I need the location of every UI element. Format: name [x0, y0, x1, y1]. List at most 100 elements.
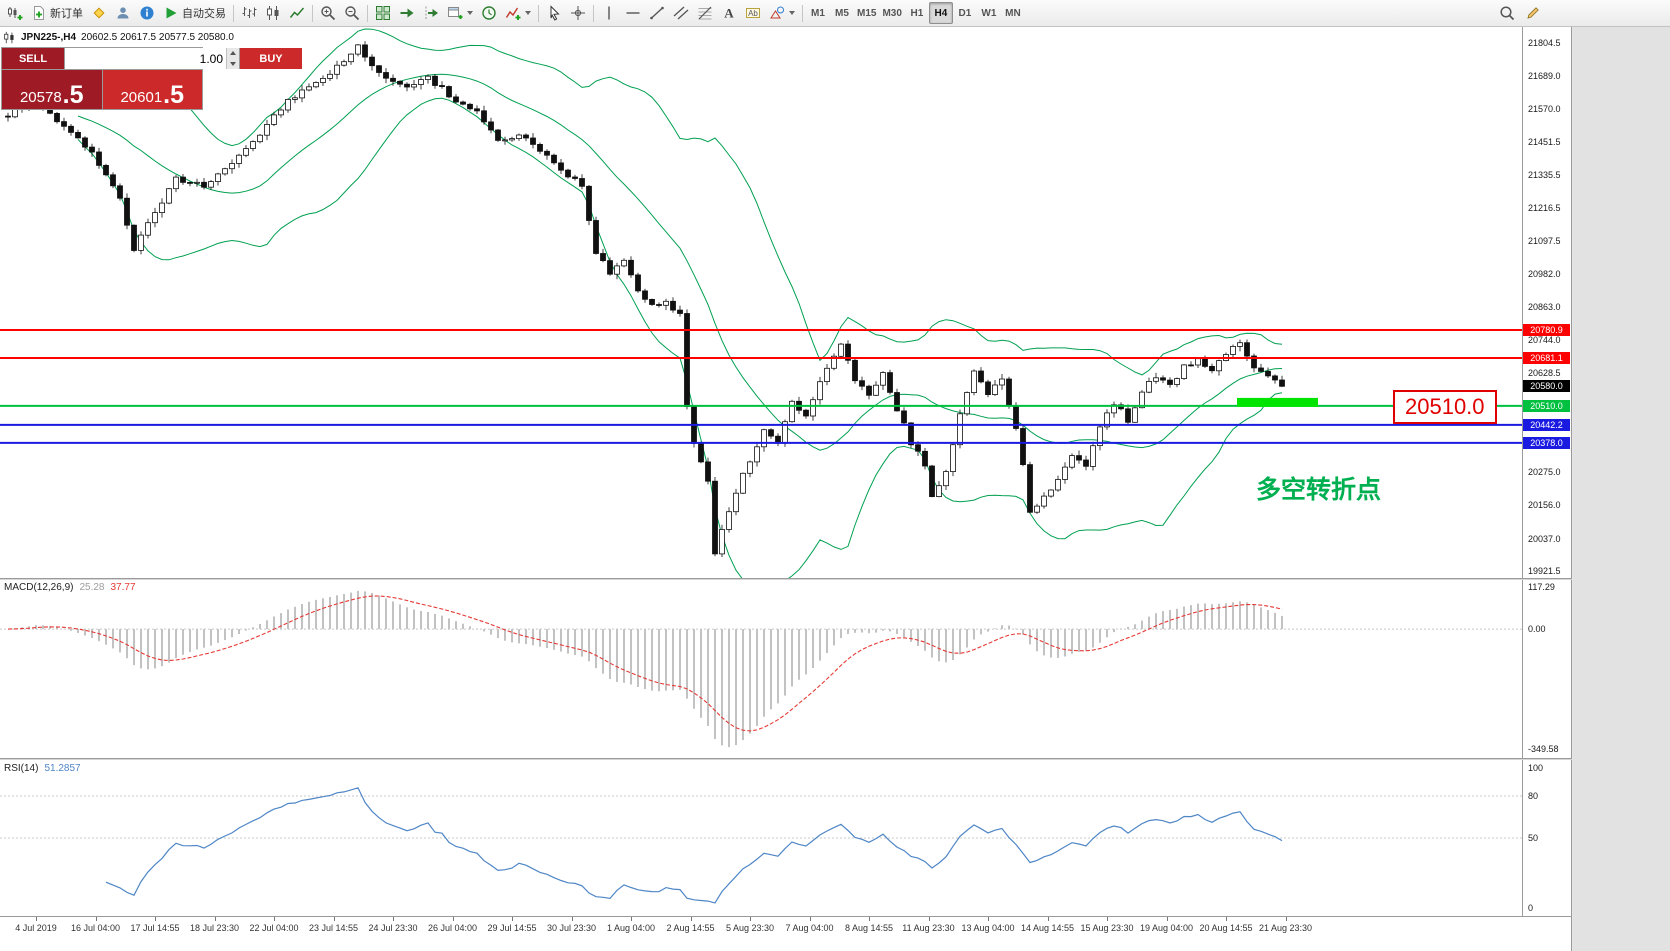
sell-button[interactable]: SELL: [2, 48, 64, 69]
timeframe-m30[interactable]: M30: [879, 2, 904, 24]
chart-window[interactable]: JPN225-,H4 20602.5 20617.5 20577.5 20580…: [0, 27, 1572, 951]
fibonacci-tool-button[interactable]: [693, 2, 717, 24]
time-tick-mark: [1047, 917, 1049, 921]
text-tool-button[interactable]: A: [717, 2, 741, 24]
timeframe-mn[interactable]: MN: [1001, 2, 1025, 24]
horizontal-level-lines[interactable]: [0, 329, 1522, 444]
timeframe-d1[interactable]: D1: [953, 2, 977, 24]
auto-scroll-button[interactable]: [395, 2, 419, 24]
buy-price-frac: .5: [163, 81, 185, 109]
timeframe-m15[interactable]: M15: [854, 2, 879, 24]
candles: [5, 41, 1285, 557]
bar-chart-mode-button[interactable]: [237, 2, 261, 24]
chart-shift-button[interactable]: [419, 2, 443, 24]
new-order-button[interactable]: 新订单: [27, 2, 87, 24]
pane-separator-macd[interactable]: [0, 578, 1572, 580]
time-tick-label: 14 Aug 14:55: [1020, 923, 1075, 933]
auto-trading-label: 自动交易: [182, 8, 226, 20]
text-label-icon: Ab: [745, 5, 761, 21]
fibonacci-icon: [697, 5, 713, 21]
rsi-axis-label: 80: [1528, 791, 1539, 801]
candles-icon: [265, 5, 281, 21]
time-tick-label: 15 Aug 23:30: [1080, 923, 1134, 933]
time-tick-mark: [95, 917, 97, 921]
level-price-label: 20442.2: [1523, 418, 1570, 431]
time-tick-mark: [1166, 917, 1168, 921]
time-tick-label: 11 Aug 23:30: [902, 923, 955, 933]
timeframe-m5[interactable]: M5: [830, 2, 854, 24]
macd-pane[interactable]: [0, 580, 1572, 758]
cursor-tool-button[interactable]: [542, 2, 566, 24]
timeframe-m1[interactable]: M1: [806, 2, 830, 24]
trendline-tool-button[interactable]: [645, 2, 669, 24]
metaquotes-button[interactable]: [87, 2, 111, 24]
svg-text:Ab: Ab: [748, 9, 758, 18]
volume-up-button[interactable]: [227, 48, 239, 59]
main-chart-pane[interactable]: [0, 27, 1572, 590]
line-chart-mode-button[interactable]: [285, 2, 309, 24]
tile-windows-button[interactable]: [371, 2, 395, 24]
info-button[interactable]: [135, 2, 159, 24]
rsi-axis-label: 50: [1528, 833, 1539, 843]
level-price-label: 20780.9: [1523, 324, 1570, 336]
current-price-label: 20580.0: [1523, 380, 1570, 393]
zoom-in-button[interactable]: [316, 2, 340, 24]
rsi-line: [105, 787, 1283, 904]
diamond-icon: [91, 5, 107, 21]
sell-price-frac: .5: [62, 81, 84, 109]
one-click-trading-panel: SELL BUY 20578.5 20601.5: [1, 47, 302, 110]
buy-price-button[interactable]: 20601.5: [102, 70, 202, 109]
time-tick-label: 21 Aug 23:30: [1258, 923, 1313, 933]
time-tick-mark: [1226, 917, 1227, 921]
trendline-icon: [649, 5, 665, 21]
edit-button[interactable]: [1521, 2, 1545, 24]
price-tick-label: 21804.5: [1528, 38, 1561, 49]
new-window-button[interactable]: [443, 2, 477, 24]
sell-price-int: 20578: [19, 89, 62, 106]
timeframe-h4[interactable]: H4: [928, 2, 953, 24]
volume-input[interactable]: [65, 48, 226, 69]
sell-price-button[interactable]: 20578.5: [2, 70, 102, 109]
pane-separator-rsi[interactable]: [0, 758, 1572, 760]
dropdown-caret-icon: [789, 11, 795, 15]
price-tick-label: 20275.0: [1528, 466, 1561, 477]
shapes-tool-button[interactable]: [765, 2, 799, 24]
symbol-label: JPN225-,H4: [21, 32, 77, 43]
price-axis[interactable]: 21804.5 21689.0 21570.0 21451.5 21335.5 21216…: [1522, 27, 1572, 916]
channel-tool-button[interactable]: [669, 2, 693, 24]
support-highlight-bar[interactable]: [1237, 397, 1318, 407]
new-chart-button[interactable]: [3, 2, 27, 24]
time-tick-label: 17 Jul 14:55: [130, 923, 180, 933]
volume-down-button[interactable]: [227, 58, 239, 69]
turning-point-label[interactable]: 多空转折点: [1256, 475, 1382, 504]
price-tick-label: 20863.0: [1528, 302, 1561, 312]
text-label-tool-button[interactable]: Ab: [741, 2, 765, 24]
auto-trading-button[interactable]: 自动交易: [159, 2, 230, 24]
chart-icon: [3, 31, 16, 44]
cursor-icon: [546, 5, 562, 21]
vline-icon: [601, 5, 617, 21]
macd-axis-label: 117.29: [1528, 582, 1555, 592]
timeframe-w1[interactable]: W1: [977, 2, 1001, 24]
indicators-list-button[interactable]: [501, 2, 535, 24]
buy-button[interactable]: BUY: [240, 48, 302, 69]
horizontal-line-tool-button[interactable]: [621, 2, 645, 24]
dropdown-caret-icon: [525, 11, 531, 15]
macd-signal-line: [7, 595, 1283, 732]
price-callout[interactable]: 20510.0: [1393, 389, 1497, 424]
timeframe-h1[interactable]: H1: [905, 2, 929, 24]
ohlc-values: 20602.5 20617.5 20577.5 20580.0: [81, 32, 234, 43]
vertical-line-tool-button[interactable]: [597, 2, 621, 24]
profile-button[interactable]: [111, 2, 135, 24]
period-clock-button[interactable]: [477, 2, 501, 24]
crosshair-tool-button[interactable]: [566, 2, 590, 24]
toolbar-separator: [593, 4, 594, 22]
zoom-out-button[interactable]: [340, 2, 364, 24]
search-button[interactable]: [1495, 2, 1519, 24]
time-axis[interactable]: 4 Jul 2019 16 Jul 04:00 17 Jul 14:55 18 Jul…: [0, 916, 1572, 950]
rsi-pane[interactable]: [0, 760, 1572, 916]
time-tick-mark: [809, 917, 811, 921]
zoom-in-icon: [320, 5, 336, 21]
time-tick-mark: [1285, 917, 1287, 921]
candlestick-mode-button[interactable]: [261, 2, 285, 24]
